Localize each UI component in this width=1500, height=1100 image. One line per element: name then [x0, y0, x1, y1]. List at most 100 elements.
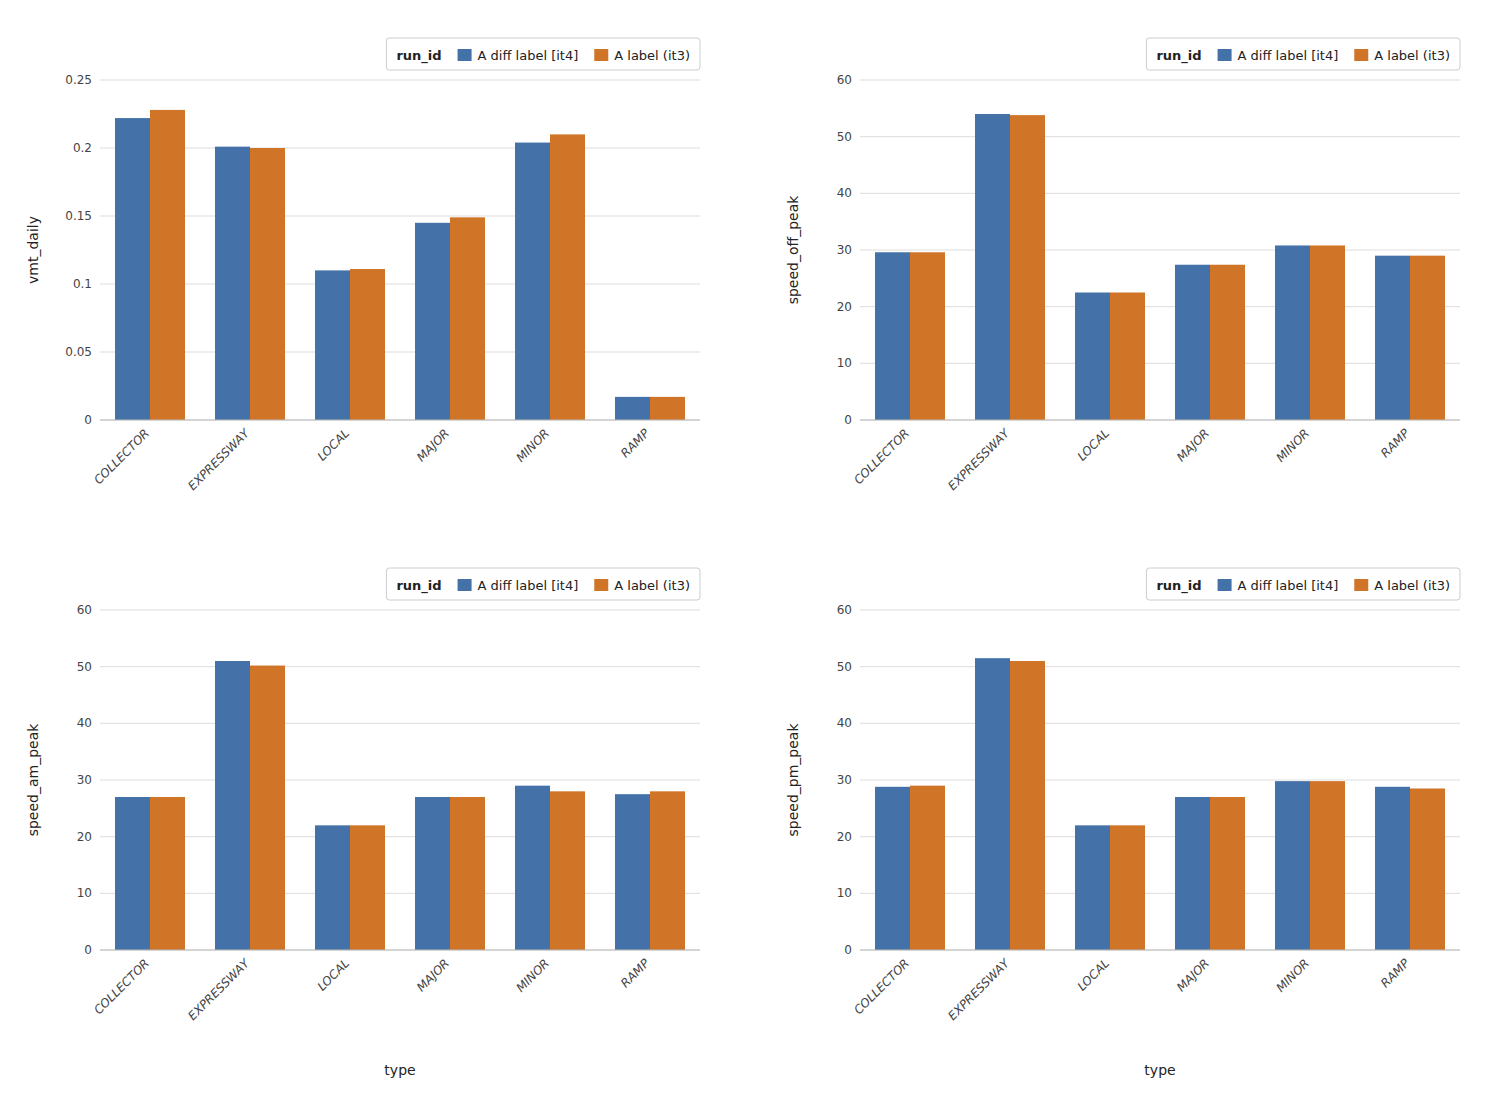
x-axis-label: type [384, 1062, 415, 1078]
grid-line [860, 780, 1460, 781]
y-tick-label: 60 [77, 603, 92, 617]
x-tick-label: LOCAL [1075, 426, 1113, 464]
bar [450, 797, 485, 950]
y-tick-label: 0.15 [65, 209, 92, 223]
bar [415, 223, 450, 420]
panel: 0102030405060COLLECTOREXPRESSWAYLOCALMAJ… [785, 38, 1460, 493]
y-tick-label: 0.25 [65, 73, 92, 87]
legend: run_idA diff label [it4]A label (it3) [1146, 568, 1460, 600]
y-tick-label: 0 [84, 413, 92, 427]
figure: 00.050.10.150.20.25COLLECTOREXPRESSWAYLO… [0, 0, 1500, 1100]
y-axis-label: speed_am_peak [25, 723, 41, 837]
grid-line [860, 250, 1460, 251]
bar [550, 791, 585, 950]
y-tick-label: 30 [837, 243, 852, 257]
grid-line [100, 80, 700, 81]
bar [650, 791, 685, 950]
grid-line [860, 836, 1460, 837]
y-tick-label: 0 [84, 943, 92, 957]
grid-line [100, 610, 700, 611]
x-axis-line [860, 420, 1460, 421]
legend-swatch [594, 49, 608, 61]
bar [150, 797, 185, 950]
bar [115, 118, 150, 420]
bar [550, 134, 585, 420]
y-tick-label: 0.1 [73, 277, 92, 291]
legend-swatch [1218, 49, 1232, 61]
y-axis-label: speed_pm_peak [785, 723, 801, 837]
legend-label: A label (it3) [614, 48, 690, 63]
grid-line [100, 148, 700, 149]
x-tick-label: COLLECTOR [91, 426, 152, 487]
grid-line [860, 363, 1460, 364]
y-tick-label: 50 [77, 660, 92, 674]
legend-label: A label (it3) [1374, 48, 1450, 63]
bar [1410, 256, 1445, 420]
bars [875, 114, 1445, 420]
grid-line [100, 284, 700, 285]
y-tick-label: 40 [77, 716, 92, 730]
grid-line [100, 950, 700, 951]
bar [515, 143, 550, 420]
legend: run_idA diff label [it4]A label (it3) [386, 38, 700, 70]
y-tick-label: 40 [837, 186, 852, 200]
legend-swatch [1218, 579, 1232, 591]
bar [975, 658, 1010, 950]
legend-swatch [594, 579, 608, 591]
x-tick-label: MINOR [513, 426, 552, 465]
y-tick-label: 20 [837, 300, 852, 314]
bar [250, 666, 285, 950]
legend-label: A label (it3) [614, 578, 690, 593]
y-axis-label: speed_off_peak [785, 195, 801, 305]
x-tick-label: COLLECTOR [851, 956, 912, 1017]
x-tick-label: MAJOR [414, 956, 452, 994]
background [0, 0, 1500, 1100]
legend-box [386, 568, 700, 600]
x-tick-label: MAJOR [1174, 426, 1212, 464]
legend-box [1146, 38, 1460, 70]
bar [515, 786, 550, 950]
x-tick-label: EXPRESSWAY [185, 955, 253, 1023]
grid-line [100, 216, 700, 217]
grid-line [860, 306, 1460, 307]
legend-title: run_id [396, 578, 441, 594]
legend-swatch [458, 49, 472, 61]
grid-line [860, 950, 1460, 951]
bar [975, 114, 1010, 420]
bar [250, 148, 285, 420]
x-tick-label: RAMP [618, 426, 653, 461]
y-axis-label: vmt_daily [25, 216, 41, 284]
bar [1075, 825, 1110, 950]
panel: 0102030405060COLLECTOREXPRESSWAYLOCALMAJ… [25, 568, 700, 1078]
bar [1175, 797, 1210, 950]
grid-line [100, 666, 700, 667]
bar [1110, 825, 1145, 950]
x-tick-label: MINOR [1273, 426, 1312, 465]
y-tick-label: 0 [844, 413, 852, 427]
x-tick-label: MINOR [1273, 956, 1312, 995]
bar [315, 270, 350, 420]
bar [215, 661, 250, 950]
x-tick-label: MAJOR [1174, 956, 1212, 994]
grid-line [860, 193, 1460, 194]
bar [1410, 789, 1445, 951]
x-tick-label: LOCAL [1075, 956, 1113, 994]
legend: run_idA diff label [it4]A label (it3) [386, 568, 700, 600]
x-tick-label: COLLECTOR [851, 426, 912, 487]
legend-swatch [458, 579, 472, 591]
bar [875, 787, 910, 950]
x-tick-label: EXPRESSWAY [185, 425, 253, 493]
bar [1310, 245, 1345, 420]
y-tick-label: 0.2 [73, 141, 92, 155]
grid-line [860, 420, 1460, 421]
bar [1175, 265, 1210, 420]
panel: 00.050.10.150.20.25COLLECTOREXPRESSWAYLO… [25, 38, 700, 493]
bar [875, 252, 910, 420]
bar [1075, 293, 1110, 421]
bar [1375, 256, 1410, 420]
x-axis-line [100, 950, 700, 951]
legend-title: run_id [396, 48, 441, 64]
bar [615, 397, 650, 420]
grid-line [100, 780, 700, 781]
x-axis-label: type [1144, 1062, 1175, 1078]
